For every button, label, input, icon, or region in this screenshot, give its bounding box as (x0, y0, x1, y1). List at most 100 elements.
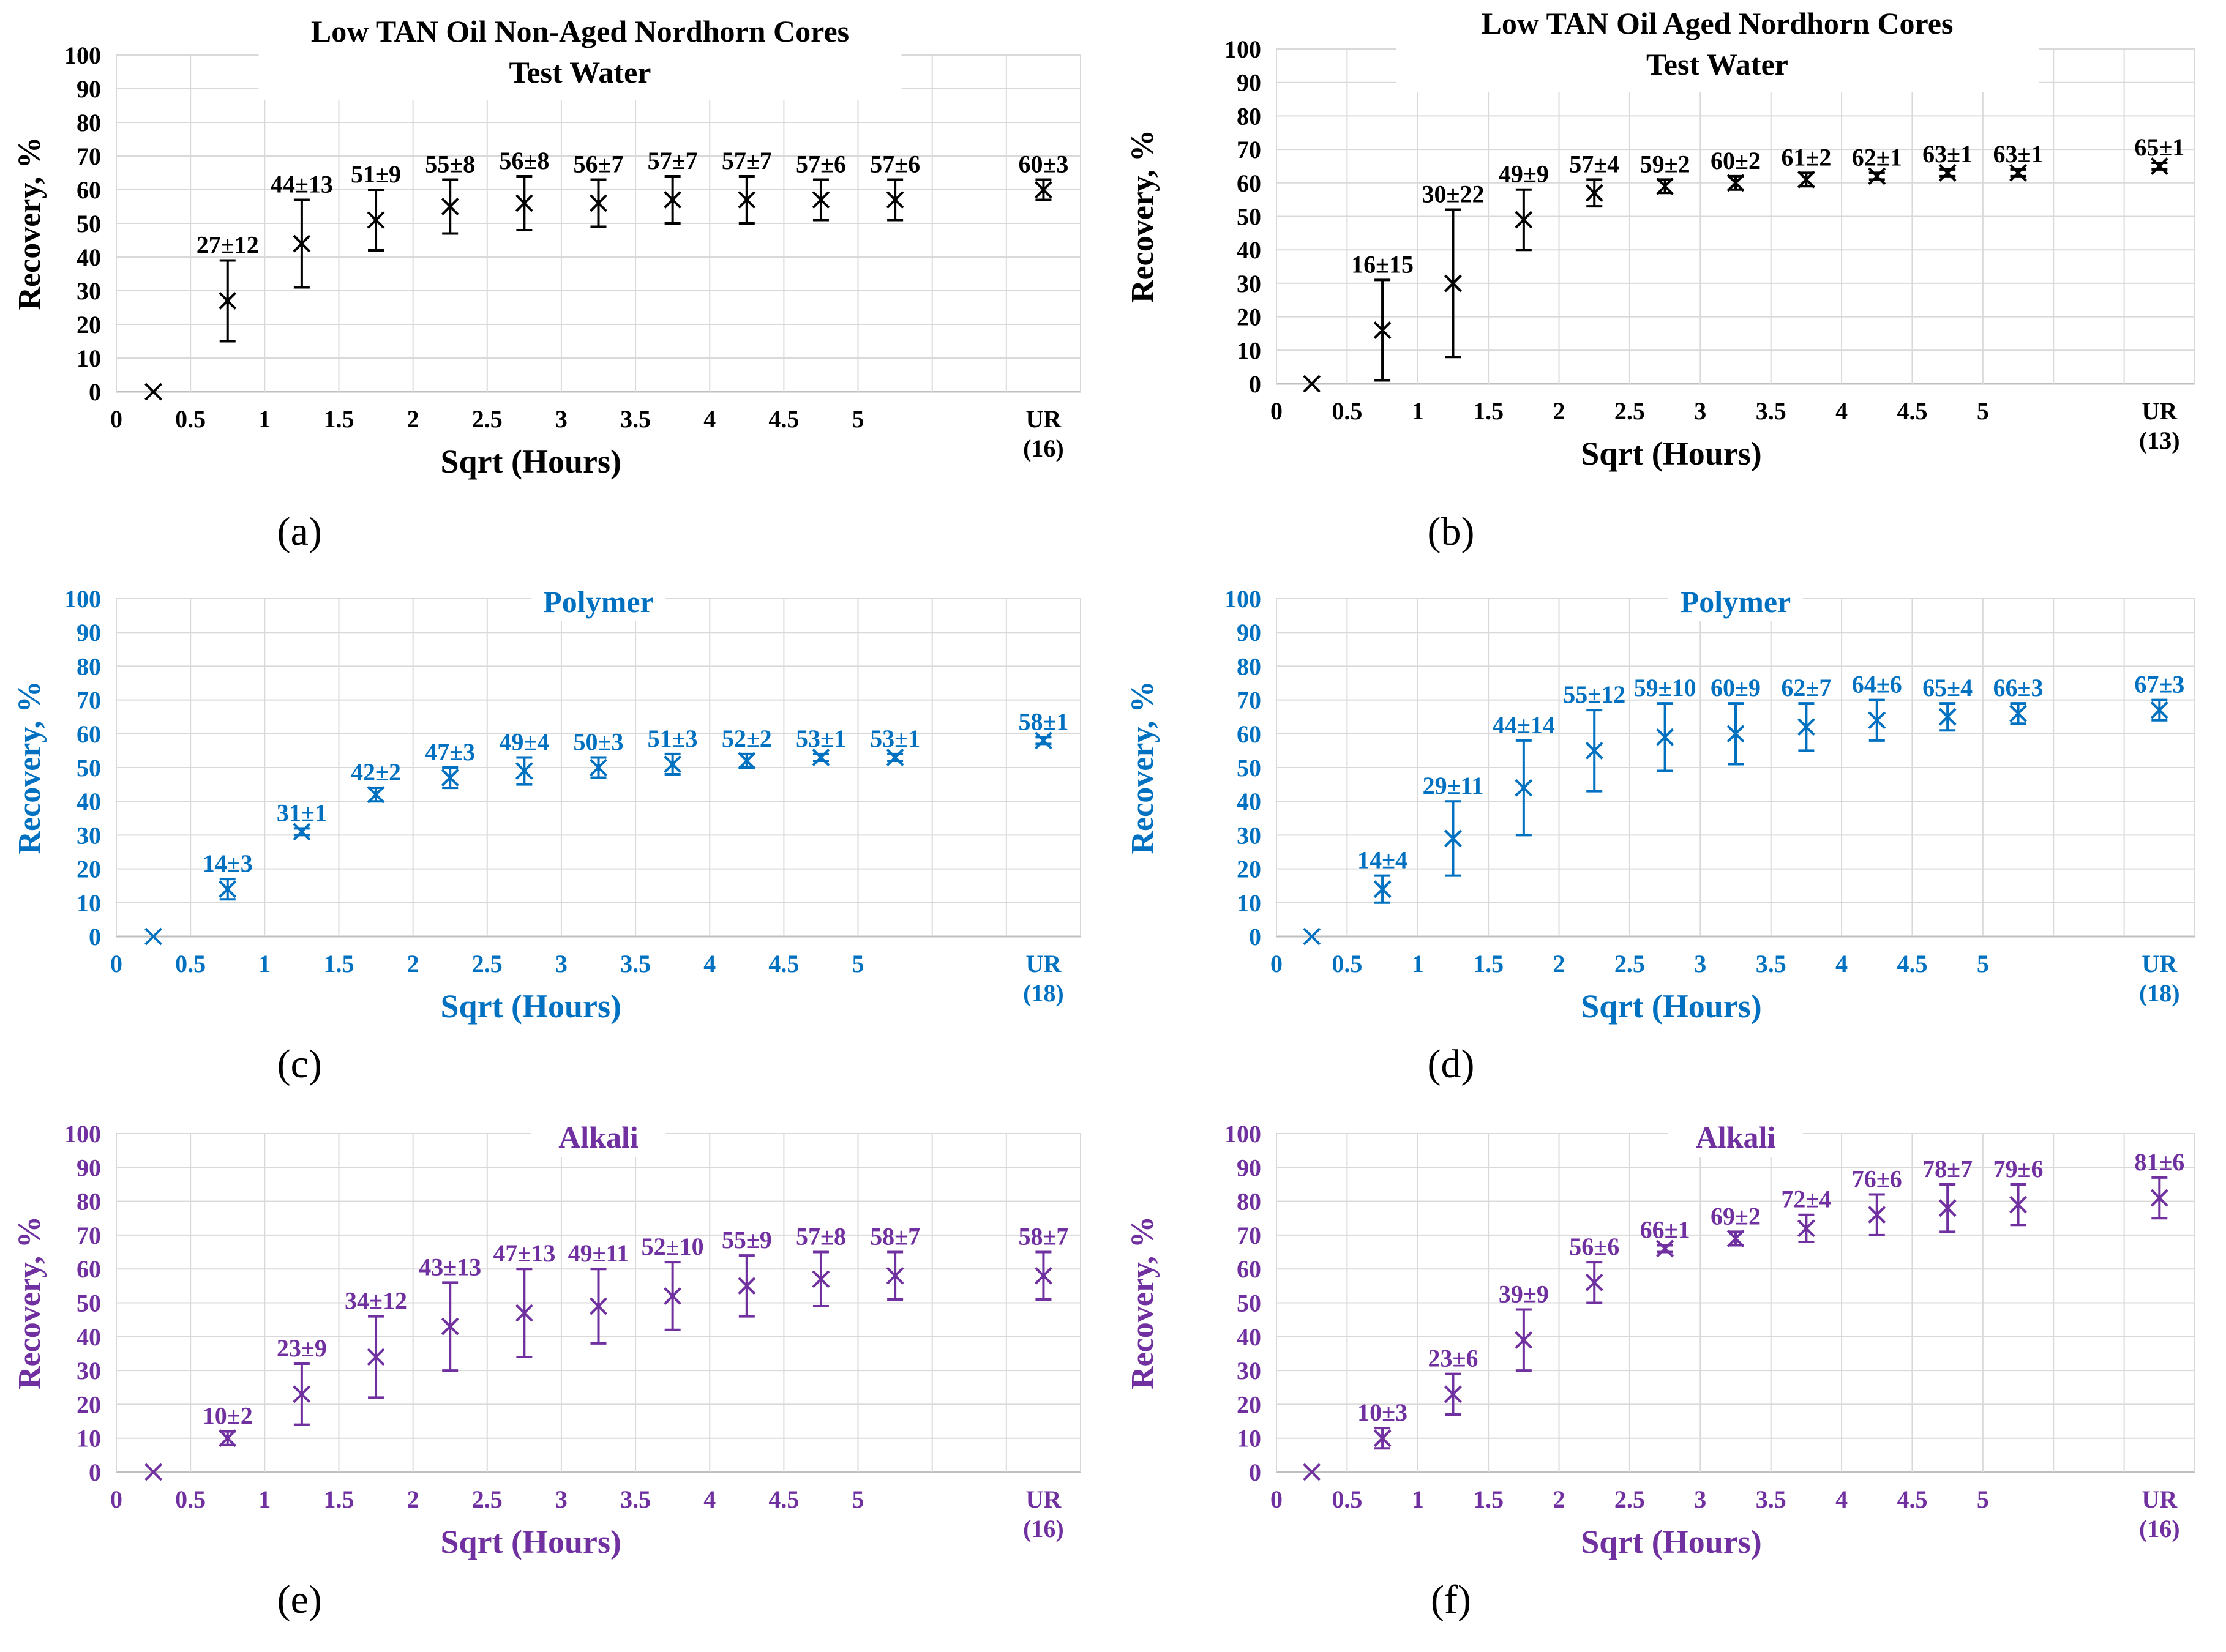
y-tick-label: 10 (77, 1425, 101, 1452)
x-tick-label: 5 (852, 405, 864, 433)
data-point (1585, 184, 1603, 202)
x-axis-label: Sqrt (Hours) (441, 1523, 622, 1560)
data-label-ur: 58±7 (1018, 1223, 1068, 1250)
data-point (1938, 163, 1957, 182)
data-label: 49±11 (568, 1239, 629, 1267)
y-tick-label: 80 (1237, 1188, 1261, 1216)
data-label: 57±7 (722, 147, 772, 174)
x-tick-label: 3.5 (620, 405, 651, 433)
data-point (1868, 711, 1886, 730)
data-label: 62±7 (1781, 674, 1831, 701)
data-point (1303, 1463, 1321, 1481)
data-point (1585, 741, 1603, 760)
x-tick-label-ur: UR (1026, 405, 1062, 433)
x-tick-label: 0 (110, 1486, 122, 1513)
data-point (367, 211, 385, 229)
data-label: 43±13 (419, 1253, 481, 1280)
x-tick-label: 4.5 (1897, 950, 1927, 977)
data-point (664, 1287, 682, 1305)
x-tick-label: 3 (1694, 397, 1706, 425)
data-point (664, 755, 682, 773)
y-tick-label: 20 (1237, 856, 1261, 883)
data-point (1656, 728, 1674, 746)
chart-title: Alkali (558, 1120, 639, 1154)
x-axis-label: Sqrt (Hours) (441, 988, 622, 1025)
data-point (2009, 705, 2027, 723)
x-tick-label: 2 (407, 405, 419, 433)
x-tick-label: 0.5 (1332, 397, 1362, 425)
data-point (293, 234, 311, 253)
data-label: 50±3 (574, 728, 624, 755)
data-point (219, 880, 237, 899)
data-point-ur (2150, 701, 2168, 719)
y-tick-label: 40 (77, 1323, 101, 1351)
chart-title: Test Water (509, 55, 651, 89)
y-tick-label: 10 (1237, 889, 1261, 917)
x-tick-label: 1 (258, 1486, 271, 1513)
chart-title-background (258, 8, 902, 100)
y-tick-label: 60 (77, 1255, 101, 1283)
x-tick-label: 3 (1694, 1486, 1706, 1513)
data-label: 76±6 (1852, 1165, 1902, 1193)
y-tick-label: 40 (77, 244, 101, 271)
data-label: 63±1 (1993, 140, 2044, 168)
y-tick-label: 100 (64, 585, 101, 613)
chart-title: Polymer (1681, 585, 1791, 619)
x-axis-label: Sqrt (Hours) (441, 443, 622, 480)
data-point (664, 191, 682, 209)
x-tick-label-ur: (16) (1023, 435, 1064, 462)
data-label: 64±6 (1852, 671, 1902, 698)
x-axis-label: Sqrt (Hours) (1581, 1523, 1762, 1560)
data-label: 56±6 (1569, 1233, 1619, 1260)
x-tick-label: 4.5 (768, 950, 799, 977)
x-tick-label: 2.5 (472, 950, 503, 977)
x-tick-label: 5 (852, 950, 864, 977)
data-point (1797, 1219, 1815, 1238)
x-tick-label-ur: (18) (1023, 979, 1064, 1007)
y-tick-label: 100 (64, 1120, 101, 1148)
data-label: 10±2 (203, 1402, 253, 1430)
x-tick-label: 1.5 (323, 950, 354, 977)
y-tick-label: 50 (77, 210, 101, 237)
data-label: 39±9 (1499, 1280, 1549, 1308)
x-tick-label: 0 (1270, 1486, 1283, 1513)
y-axis-label: Recovery, % (12, 1216, 47, 1389)
x-tick-label: 3.5 (620, 950, 651, 977)
x-tick-label: 0.5 (1332, 950, 1362, 977)
x-tick-label: 1.5 (323, 1486, 354, 1513)
y-axis-label: Recovery, % (1125, 681, 1160, 854)
x-tick-label: 2 (1553, 397, 1565, 425)
data-point (144, 383, 162, 401)
y-tick-label: 10 (1237, 1425, 1261, 1452)
y-tick-label: 60 (77, 176, 101, 204)
data-label: 57±8 (796, 1223, 846, 1250)
y-tick-label: 100 (64, 42, 101, 69)
data-label: 69±2 (1711, 1202, 1761, 1230)
x-tick-label: 3 (1694, 950, 1706, 977)
y-tick-label: 20 (1237, 304, 1261, 331)
chart-title-background (1668, 578, 1803, 621)
x-tick-label: 3 (555, 1486, 568, 1513)
y-tick-label: 30 (77, 821, 101, 849)
x-tick-label: 0 (110, 950, 122, 977)
data-point (441, 769, 459, 787)
x-tick-label-ur: UR (2142, 397, 2178, 425)
x-tick-label-ur: (16) (1023, 1515, 1064, 1542)
x-tick-label-ur: (18) (2139, 979, 2180, 1007)
y-tick-label: 100 (1224, 36, 1261, 63)
data-label-ur: 60±3 (1018, 151, 1068, 178)
data-point (886, 1266, 904, 1285)
data-point (1797, 170, 1815, 189)
data-label: 78±7 (1922, 1155, 1973, 1183)
y-tick-label: 70 (77, 1222, 101, 1249)
y-tick-label: 90 (77, 1154, 101, 1181)
y-tick-label: 10 (1237, 337, 1261, 364)
data-label-ur: 58±1 (1018, 708, 1068, 735)
data-point (812, 749, 830, 766)
data-label: 23±6 (1428, 1345, 1478, 1372)
y-axis-label: Recovery, % (1125, 130, 1160, 303)
data-label: 62±1 (1852, 143, 1902, 171)
data-label: 66±3 (1993, 674, 2044, 701)
